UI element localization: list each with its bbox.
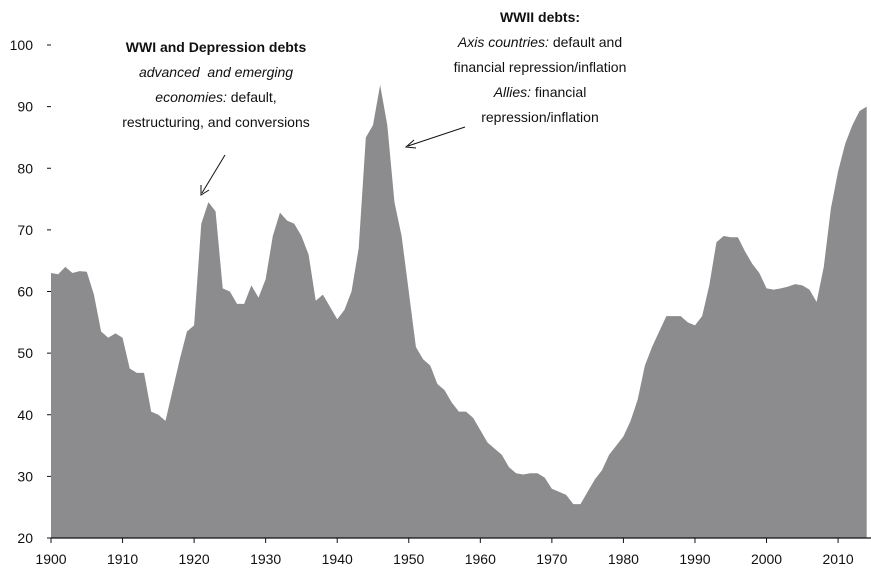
y-tick-label: 50 — [17, 345, 33, 361]
y-tick-label: 60 — [17, 284, 33, 300]
annotation: restructuring, and conversions — [122, 114, 310, 130]
y-tick-label: 80 — [17, 160, 33, 176]
y-tick-label: 20 — [17, 530, 33, 546]
annotation: WWII debts: — [500, 9, 580, 25]
annotation-segment: financial — [531, 84, 586, 100]
annotation-segment: advanced and emerging — [139, 64, 293, 80]
annotation: economies: default, — [155, 89, 276, 105]
arrow — [407, 126, 466, 147]
y-tick-label: 90 — [17, 99, 33, 115]
x-tick-label: 1910 — [107, 551, 138, 567]
x-tick-label: 2010 — [823, 551, 854, 567]
x-tick-label: 1960 — [465, 551, 496, 567]
y-tick-label: 70 — [17, 222, 33, 238]
annotation-segment: WWII debts: — [500, 9, 580, 25]
annotation: Axis countries: default and — [457, 34, 622, 50]
annotation-segment: repression/inflation — [481, 109, 599, 125]
y-tick-label: 40 — [17, 407, 33, 423]
annotation-segment: default, — [227, 89, 277, 105]
area — [51, 85, 867, 539]
annotation-segment: economies: — [155, 89, 227, 105]
annotation-segment: Allies: — [493, 84, 531, 100]
annotation-segment: financial repression/inflation — [454, 59, 627, 75]
annotation-segment: restructuring, and conversions — [122, 114, 310, 130]
y-tick-label: 30 — [17, 468, 33, 484]
annotation: WWI and Depression debts — [126, 39, 307, 55]
annotation: advanced and emerging — [139, 64, 293, 80]
x-tick-label: 1970 — [536, 551, 567, 567]
x-tick-label: 1940 — [322, 551, 353, 567]
x-tick-label: 1980 — [608, 551, 639, 567]
annotation-segment: Axis countries: — [457, 34, 549, 50]
x-tick-label: 1930 — [250, 551, 281, 567]
x-tick-label: 1990 — [679, 551, 710, 567]
x-tick-label: 1920 — [179, 551, 210, 567]
annotation: Allies: financial — [493, 84, 587, 100]
y-tick-label: 100 — [10, 37, 34, 53]
x-tick-label: 2000 — [751, 551, 782, 567]
x-tick-label: 1900 — [35, 551, 66, 567]
x-tick-label: 1950 — [393, 551, 424, 567]
annotation-segment: default and — [549, 34, 622, 50]
arrow-head — [404, 139, 417, 149]
arrow — [201, 154, 226, 194]
annotation: financial repression/inflation — [454, 59, 627, 75]
annotation: repression/inflation — [481, 109, 599, 125]
annotation-segment: WWI and Depression debts — [126, 39, 307, 55]
arrow-head — [200, 185, 210, 196]
